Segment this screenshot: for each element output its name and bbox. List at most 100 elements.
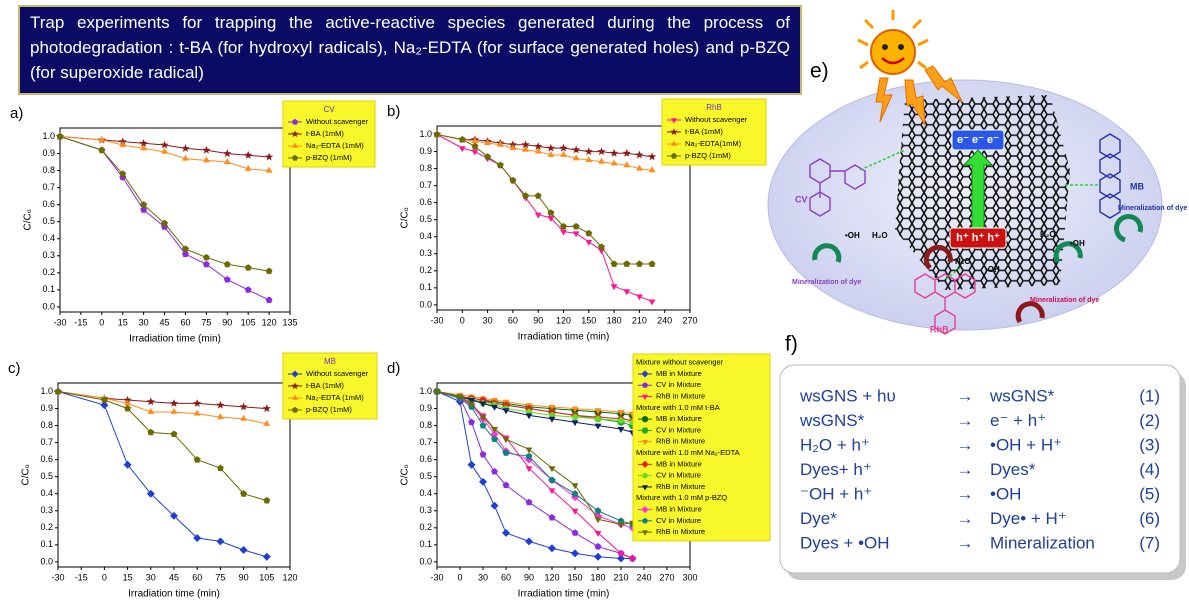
legend-label: p-BZQ (1mM) [306, 405, 352, 414]
legend-label: Without scavenger [306, 369, 369, 378]
equation-text: (7) [1139, 533, 1160, 552]
marker [535, 148, 542, 154]
electron-label: e⁻ e⁻ e⁻ [957, 134, 999, 146]
y-tick-label: 0.0 [42, 301, 55, 311]
marker [560, 230, 567, 236]
x-axis-label: Irradiation time (min) [128, 589, 220, 600]
marker [595, 424, 602, 430]
marker [194, 410, 201, 416]
panel-label: b) [387, 103, 400, 120]
marker [649, 260, 656, 267]
marker [610, 149, 618, 157]
y-tick-label: 0.8 [419, 163, 432, 173]
y-tick-label: 0.7 [419, 437, 432, 447]
marker [484, 153, 491, 160]
x-tick-label: 120 [556, 315, 571, 325]
y-tick-label: 0.6 [419, 454, 432, 464]
marker [585, 156, 592, 162]
equation-text: wsGNS* [799, 411, 865, 430]
marker [535, 192, 542, 199]
x-tick-label: 75 [215, 572, 225, 582]
y-tick-label: 0.5 [42, 216, 55, 226]
marker [571, 549, 579, 557]
marker [161, 148, 168, 154]
marker [526, 453, 533, 460]
marker [560, 151, 567, 157]
panel-label: c) [8, 360, 21, 377]
panel-label: f) [785, 333, 798, 356]
marker [203, 261, 210, 268]
marker [549, 514, 556, 521]
legend-label: p-BZQ (1mM) [306, 153, 352, 162]
legend-title: CV [323, 105, 335, 114]
series-line [58, 392, 267, 424]
marker [216, 538, 224, 546]
y-tick-label: 0.2 [40, 522, 53, 532]
x-tick-label: 90 [222, 317, 232, 327]
x-tick-label: -30 [53, 317, 66, 327]
legend-label: RhB in Mixture [656, 527, 705, 536]
x-tick-label: 300 [682, 572, 697, 582]
marker [522, 146, 529, 152]
legend-label: Na₂-EDTA (1mM) [306, 393, 364, 402]
marker [468, 461, 476, 469]
marker [217, 465, 224, 472]
dye-label: CV [795, 194, 808, 204]
legend-label: RhB in Mixture [656, 437, 705, 446]
y-tick-label: 1.0 [419, 129, 432, 139]
x-tick-label: 270 [659, 572, 674, 582]
legend-marker [642, 416, 648, 422]
x-tick-label: 30 [139, 317, 149, 327]
equation-text: (2) [1139, 411, 1160, 430]
marker [526, 466, 533, 472]
y-tick-label: 0.7 [419, 180, 432, 190]
marker [203, 156, 210, 162]
legend-label: CV in Mixture [656, 380, 701, 389]
legend-label: CV in Mixture [656, 471, 701, 480]
x-tick-label: 135 [282, 317, 297, 327]
y-tick-label: 0.7 [40, 437, 53, 447]
marker [595, 543, 602, 550]
x-tick-label: 120 [544, 572, 559, 582]
legend-label: MB in Mixture [656, 369, 702, 378]
x-tick-label: 15 [123, 572, 133, 582]
series-line [437, 392, 633, 426]
radical-label: •OH [1070, 239, 1085, 248]
marker [549, 488, 556, 494]
marker [459, 136, 466, 143]
series-line [58, 392, 267, 557]
y-tick-label: 0.5 [419, 471, 432, 481]
marker [548, 544, 556, 552]
marker [224, 261, 231, 268]
figure-title: Trap experiments for trapping the active… [18, 5, 802, 95]
y-tick-label: 0.9 [419, 403, 432, 413]
marker [160, 141, 168, 149]
mineralization-label: Mineralization of dye [1030, 297, 1099, 304]
marker [55, 388, 62, 395]
marker [263, 497, 270, 504]
x-tick-label: 120 [262, 317, 277, 327]
marker [572, 509, 579, 515]
y-tick-label: 1.0 [419, 386, 432, 396]
y-tick-label: 0.8 [40, 420, 53, 430]
marker [245, 264, 252, 271]
marker [491, 468, 498, 475]
marker [245, 286, 252, 293]
x-tick-label: 105 [241, 317, 256, 327]
marker [502, 529, 510, 537]
y-tick-label: 0.3 [419, 505, 432, 515]
y-tick-label: 0.3 [42, 250, 55, 260]
marker [480, 451, 487, 458]
legend-label: MB in Mixture [656, 505, 702, 514]
equation-arrow: → [957, 533, 974, 552]
equation-text: Dye* [800, 509, 837, 528]
panel-label: e) [810, 60, 829, 83]
equation-text: wsGNS* [989, 386, 1055, 405]
series-line [58, 392, 267, 409]
equation-text: wsGNS + hυ [799, 386, 896, 405]
legend-label: Na₂-EDTA (1mM) [306, 141, 364, 150]
marker [635, 151, 643, 159]
marker [491, 427, 498, 433]
marker [573, 231, 580, 237]
y-tick-label: 1.0 [40, 386, 53, 396]
